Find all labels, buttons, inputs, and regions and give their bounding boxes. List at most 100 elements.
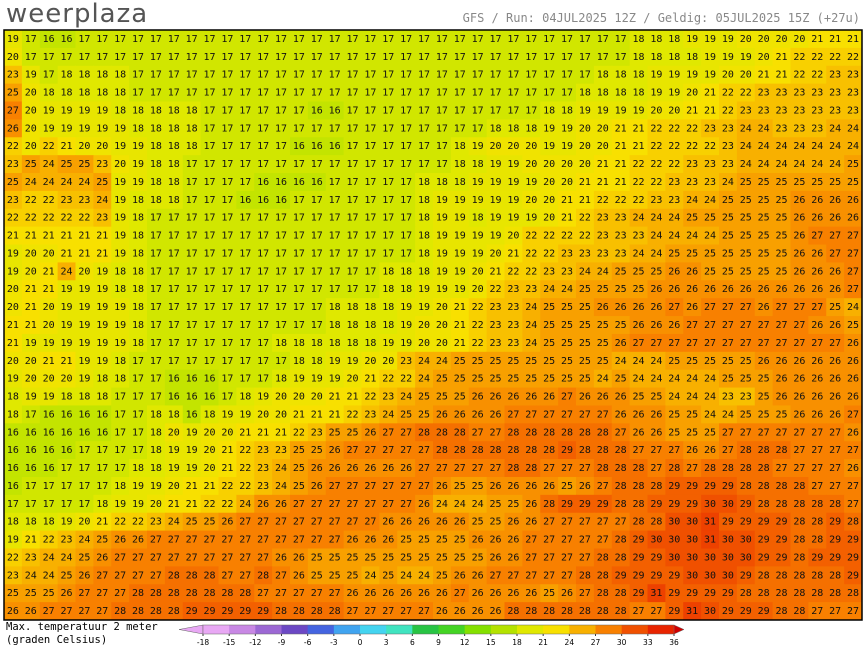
temperature-value: 19 [78, 302, 90, 313]
temperature-value: 22 [811, 52, 823, 63]
temperature-value: 20 [436, 320, 448, 331]
temperature-value: 27 [400, 499, 412, 510]
temperature-value: 24 [168, 517, 180, 528]
temperature-value: 28 [758, 445, 770, 456]
temperature-value: 17 [507, 105, 519, 116]
temperature-value: 17 [186, 88, 198, 99]
temperature-value: 26 [650, 409, 662, 420]
temperature-value: 27 [186, 535, 198, 546]
temperature-value: 24 [740, 159, 752, 170]
temperature-value: 28 [740, 481, 752, 492]
temperature-value: 25 [811, 177, 823, 188]
temperature-value: 18 [293, 356, 305, 367]
temperature-value: 19 [472, 177, 484, 188]
temperature-value: 19 [507, 177, 519, 188]
temperature-value: 28 [186, 570, 198, 581]
temperature-value: 26 [525, 392, 537, 403]
temperature-value: 18 [168, 141, 180, 152]
temperature-value: 22 [686, 123, 698, 134]
temperature-value: 22 [7, 141, 19, 152]
temperature-value: 17 [472, 52, 484, 63]
temperature-value: 25 [668, 248, 680, 259]
temperature-value: 18 [150, 105, 162, 116]
temperature-value: 19 [436, 213, 448, 224]
temperature-value: 21 [7, 338, 19, 349]
temperature-value: 22 [793, 52, 805, 63]
temperature-value: 23 [257, 463, 269, 474]
temperature-value: 22 [61, 213, 73, 224]
temperature-value: 26 [436, 588, 448, 599]
temperature-value: 17 [150, 392, 162, 403]
temperature-cell [450, 65, 470, 85]
temperature-cell [21, 47, 41, 67]
temperature-value: 19 [454, 213, 466, 224]
temperature-value: 25 [686, 248, 698, 259]
temperature-value: 17 [168, 302, 180, 313]
temperature-value: 28 [150, 606, 162, 617]
temperature-value: 17 [400, 105, 412, 116]
temperature-value: 17 [239, 88, 251, 99]
temperature-value: 25 [7, 588, 19, 599]
temperature-cell [826, 47, 845, 67]
temperature-value: 27 [543, 409, 555, 420]
colorbar-tick-label: -12 [249, 638, 261, 647]
colorbar-tick-label: 12 [460, 638, 470, 647]
temperature-value: 17 [329, 284, 341, 295]
temperature-value: 17 [61, 499, 73, 510]
temperature-value: 28 [454, 445, 466, 456]
temperature-value: 18 [96, 88, 108, 99]
temperature-value: 22 [239, 463, 251, 474]
temperature-value: 24 [436, 356, 448, 367]
temperature-value: 18 [132, 213, 144, 224]
temperature-value: 28 [525, 463, 537, 474]
temperature-value: 17 [7, 499, 19, 510]
temperature-cell [361, 47, 380, 67]
temperature-value: 19 [400, 302, 412, 313]
colorbar-segment [333, 625, 361, 634]
temperature-value: 24 [78, 535, 90, 546]
temperature-value: 17 [186, 284, 198, 295]
temperature-cell [540, 30, 559, 49]
temperature-value: 17 [490, 70, 502, 81]
temperature-cell [4, 65, 23, 85]
temperature-value: 24 [43, 570, 55, 581]
temperature-value: 27 [239, 552, 251, 563]
temperature-value: 17 [114, 34, 126, 45]
temperature-value: 17 [293, 34, 305, 45]
temperature-value: 26 [811, 320, 823, 331]
logo[interactable]: weerplaza [6, 0, 148, 29]
temperature-value: 17 [168, 88, 180, 99]
temperature-value: 27 [633, 338, 645, 349]
temperature-value: 20 [686, 88, 698, 99]
temperature-value: 23 [579, 248, 591, 259]
temperature-value: 17 [615, 52, 627, 63]
temperature-value: 20 [543, 195, 555, 206]
temperature-value: 26 [633, 320, 645, 331]
temperature-value: 17 [311, 34, 323, 45]
temperature-value: 17 [168, 52, 180, 63]
temperature-value: 28 [472, 445, 484, 456]
temperature-value: 17 [239, 159, 251, 170]
temperature-value: 27 [132, 570, 144, 581]
temperature-value: 20 [543, 213, 555, 224]
temperature-value: 17 [364, 105, 376, 116]
temperature-value: 19 [472, 231, 484, 242]
temperature-cell [540, 65, 559, 85]
temperature-value: 17 [239, 356, 251, 367]
temperature-value: 24 [382, 409, 394, 420]
temperature-value: 27 [150, 535, 162, 546]
temperature-value: 27 [418, 463, 430, 474]
temperature-value: 17 [329, 266, 341, 277]
temperature-value: 27 [472, 463, 484, 474]
temperature-value: 22 [239, 481, 251, 492]
temperature-value: 19 [114, 177, 126, 188]
temperature-value: 28 [650, 481, 662, 492]
temperature-value: 25 [722, 356, 734, 367]
temperature-value: 17 [579, 52, 591, 63]
temperature-value: 23 [507, 338, 519, 349]
temperature-value: 18 [668, 34, 680, 45]
temperature-value: 28 [793, 588, 805, 599]
temperature-value: 17 [150, 88, 162, 99]
temperature-value: 17 [507, 70, 519, 81]
temperature-value: 19 [114, 123, 126, 134]
